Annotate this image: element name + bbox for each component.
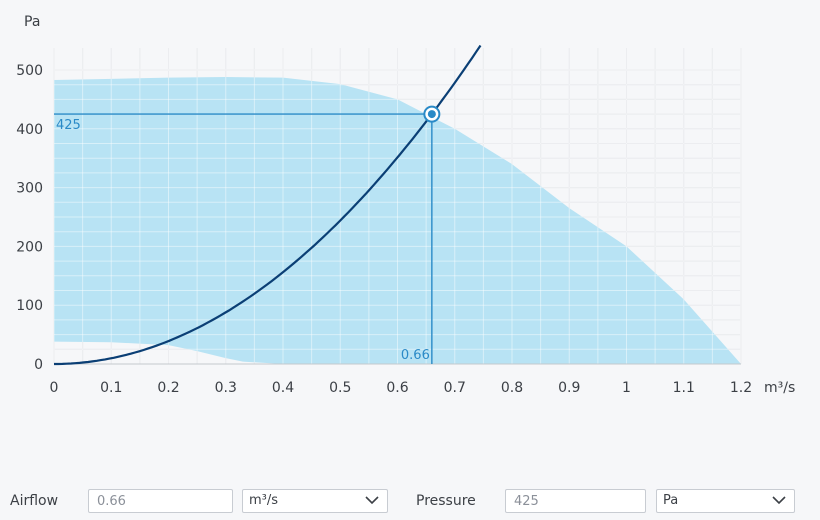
- y-tick-label: 500: [16, 63, 43, 79]
- y-tick-label: 300: [16, 181, 43, 197]
- system-curve: [54, 44, 482, 366]
- x-tick-label: 1.2: [730, 380, 752, 396]
- x-tick-label: 0: [50, 380, 59, 396]
- chevron-down-icon: [365, 496, 379, 505]
- operating-point-dot: [427, 110, 436, 119]
- x-tick-label: 0.9: [558, 380, 580, 396]
- x-tick-label: 1: [622, 380, 631, 396]
- x-tick-label: 0.2: [157, 380, 179, 396]
- fan-performance-chart: 425 0.66 0 0.1 0.2 0.3 0.4 0.5 0.6 0.7 0.8 0.9 1 1.…: [16, 14, 795, 396]
- x-tick-label: 1.1: [673, 380, 695, 396]
- pressure-input[interactable]: [505, 489, 646, 513]
- operating-point-marker[interactable]: [423, 105, 441, 123]
- x-tick-label: 0.3: [215, 380, 237, 396]
- pressure-label: Pressure: [416, 493, 476, 509]
- x-tick-label: 0.1: [100, 380, 122, 396]
- pressure-readout-label: 425: [56, 118, 81, 133]
- airflow-unit-select[interactable]: m³/s: [242, 489, 388, 513]
- y-tick-label: 100: [16, 298, 43, 314]
- y-axis-unit: Pa: [24, 14, 40, 30]
- grid-overlay: [53, 48, 742, 365]
- y-tick-label: 0: [34, 357, 43, 373]
- x-tick-label: 0.6: [386, 380, 408, 396]
- x-tick-labels: 0 0.1 0.2 0.3 0.4 0.5 0.6 0.7 0.8 0.9 1 1.1 1.2: [50, 380, 753, 396]
- operating-region-area: [54, 77, 741, 364]
- y-tick-label: 400: [16, 122, 43, 138]
- airflow-label: Airflow: [10, 493, 59, 509]
- y-tick-label: 200: [16, 239, 43, 255]
- x-axis-unit: m³/s: [764, 380, 795, 396]
- x-tick-label: 0.8: [501, 380, 523, 396]
- pressure-unit-value: Pa: [663, 493, 679, 508]
- airflow-unit-value: m³/s: [249, 493, 279, 508]
- x-tick-label: 0.5: [329, 380, 351, 396]
- y-tick-labels: 0 100 200 300 400 500: [16, 63, 43, 373]
- x-tick-label: 0.4: [272, 380, 294, 396]
- pressure-unit-select[interactable]: Pa: [656, 489, 795, 513]
- x-tick-label: 0.7: [444, 380, 466, 396]
- chevron-down-icon: [772, 496, 786, 505]
- airflow-input[interactable]: [88, 489, 233, 513]
- operating-point-controls: Airflow m³/s Pressure Pa: [0, 487, 820, 517]
- airflow-readout-label: 0.66: [401, 348, 430, 363]
